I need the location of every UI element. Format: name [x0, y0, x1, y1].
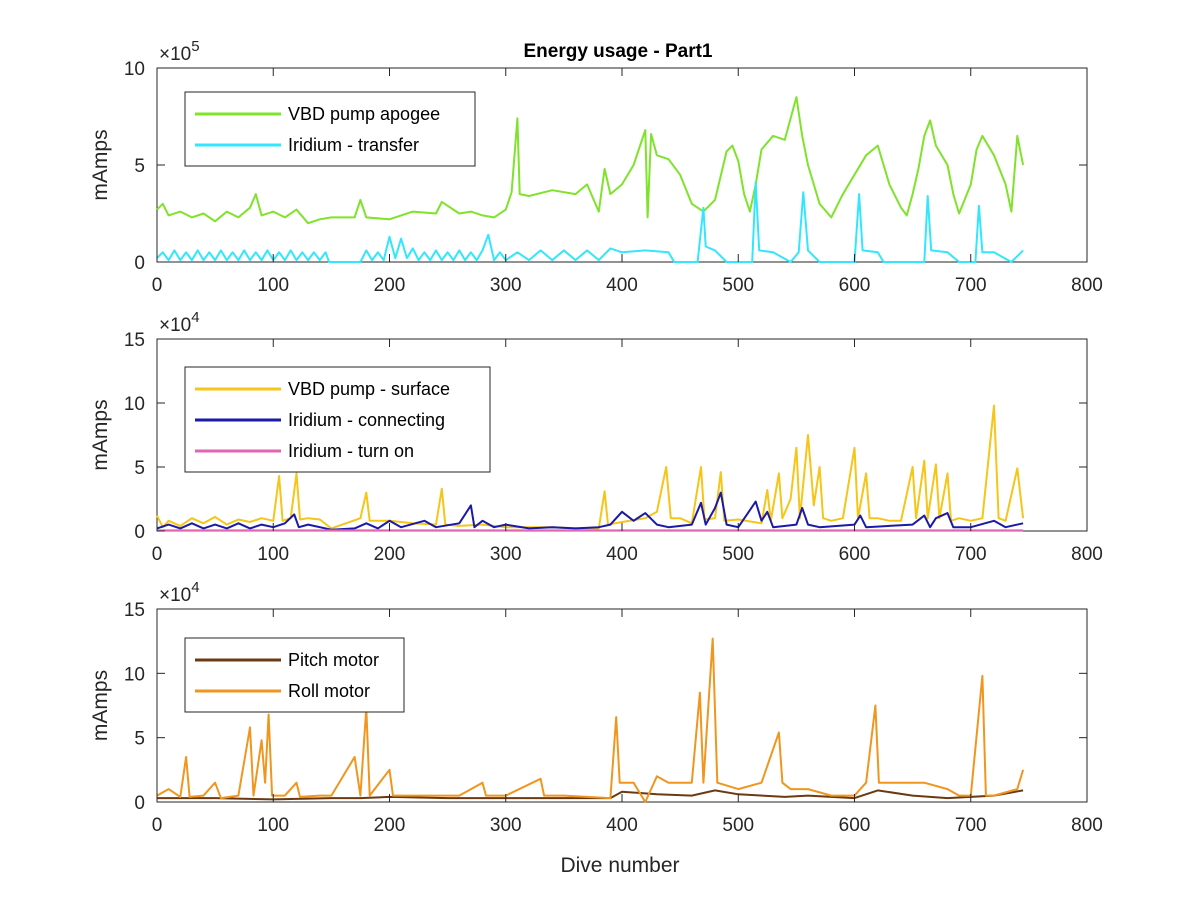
- y-tick-label: 10: [124, 394, 145, 415]
- y-multiplier-exponent: 4: [191, 579, 199, 596]
- x-tick-label: 700: [955, 544, 987, 565]
- legend-box: [184, 366, 491, 473]
- y-tick-label: 5: [134, 156, 145, 177]
- legend-box: [184, 637, 405, 713]
- legend-label: VBD pump - surface: [288, 379, 450, 399]
- x-tick-label: 0: [152, 275, 163, 296]
- axes-panel-3: 0 100 200 300 400 500 600 700 800051015×104mAmps…: [89, 579, 1103, 836]
- legend: VBD pump - surface Iridium - connecting Ir…: [184, 366, 491, 473]
- y-axis-label: mAmps: [89, 670, 112, 741]
- x-tick-label: 0: [152, 544, 163, 565]
- y-tick-label: 15: [124, 330, 145, 351]
- x-tick-label: 700: [955, 275, 987, 296]
- series-line-iridium-connecting: [156, 491, 1024, 531]
- series-line-roll-motor: [156, 637, 1025, 803]
- x-tick-label: 200: [374, 815, 406, 836]
- x-tick-label: 300: [490, 275, 522, 296]
- y-tick-label: 0: [134, 793, 145, 814]
- series-line-iridium-transfer: [156, 181, 1024, 263]
- x-tick-label: 600: [839, 275, 871, 296]
- y-axis-label: mAmps: [89, 129, 112, 200]
- legend-label: Roll motor: [288, 681, 370, 701]
- x-tick-label: 100: [257, 815, 289, 836]
- y-tick-label: 5: [134, 458, 145, 479]
- x-tick-label: 0: [152, 815, 163, 836]
- x-tick-label: 200: [374, 275, 406, 296]
- x-tick-label: 500: [722, 815, 754, 836]
- series-line-pitch-motor: [157, 789, 1024, 801]
- x-tick-label: 300: [490, 815, 522, 836]
- x-tick-label: 400: [606, 815, 638, 836]
- y-tick-label: 10: [124, 664, 145, 685]
- x-tick-label: 500: [722, 275, 754, 296]
- x-tick-label: 800: [1071, 544, 1103, 565]
- legend: VBD pump apogee Iridium - transfer: [184, 91, 476, 167]
- axes-layer: 0 100 200 300 400 500 600 700 8000510×105mAmpsVB…: [89, 38, 1103, 836]
- legend-label: VBD pump apogee: [288, 104, 440, 124]
- y-tick-label: 0: [134, 253, 145, 274]
- x-tick-label: 500: [722, 544, 754, 565]
- axes-panel-2: 0 100 200 300 400 500 600 700 800051015×104mAmps…: [89, 309, 1103, 565]
- y-tick-label: 0: [134, 522, 145, 543]
- axes-panel-1: 0 100 200 300 400 500 600 700 8000510×105mAmpsVB…: [89, 38, 1103, 296]
- x-tick-label: 400: [606, 544, 638, 565]
- x-tick-label: 700: [955, 815, 987, 836]
- legend-label: Pitch motor: [288, 650, 379, 670]
- x-tick-label: 100: [257, 275, 289, 296]
- y-tick-label: 5: [134, 729, 145, 750]
- x-tick-label: 800: [1071, 275, 1103, 296]
- legend-label: Iridium - transfer: [288, 135, 419, 155]
- series-line-vbd-pump-apogee: [156, 96, 1025, 225]
- y-multiplier-exponent: 5: [191, 38, 199, 55]
- legend: Pitch motor Roll motor: [184, 637, 405, 713]
- y-axis-label: mAmps: [89, 399, 112, 470]
- x-tick-label: 600: [839, 815, 871, 836]
- x-tick-label: 600: [839, 544, 871, 565]
- y-tick-label: 15: [124, 600, 145, 621]
- x-axis-label: Dive number: [560, 854, 679, 877]
- legend-box: [184, 91, 476, 167]
- x-tick-label: 100: [257, 544, 289, 565]
- x-tick-label: 200: [374, 544, 406, 565]
- legend-label: Iridium - connecting: [288, 410, 445, 430]
- x-tick-label: 800: [1071, 815, 1103, 836]
- figure-title: Energy usage - Part1: [523, 41, 712, 62]
- x-tick-label: 300: [490, 544, 522, 565]
- y-tick-label: 10: [124, 59, 145, 80]
- x-tick-label: 400: [606, 275, 638, 296]
- y-multiplier-exponent: 4: [191, 309, 199, 326]
- legend-label: Iridium - turn on: [288, 441, 414, 461]
